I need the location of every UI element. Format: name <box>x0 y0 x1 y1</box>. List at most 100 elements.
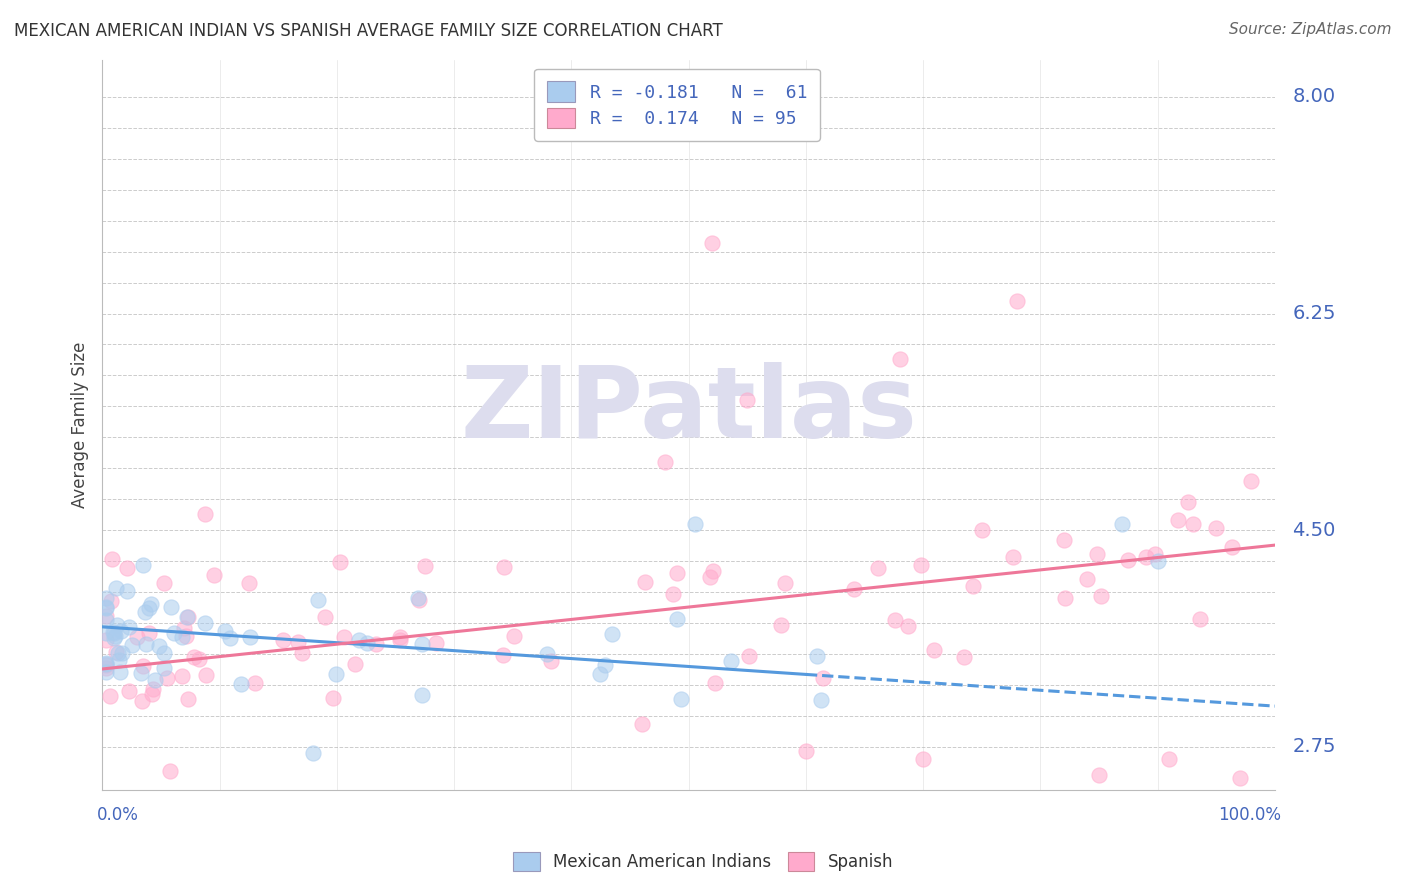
Legend: R = -0.181   N =  61, R =  0.174   N = 95: R = -0.181 N = 61, R = 0.174 N = 95 <box>534 69 820 141</box>
Point <box>897 619 920 633</box>
Point <box>806 649 828 664</box>
Point <box>600 626 623 640</box>
Point <box>1111 517 1133 532</box>
Point <box>720 655 742 669</box>
Point <box>411 688 433 702</box>
Point <box>94 601 117 615</box>
Point <box>156 671 179 685</box>
Point <box>117 560 139 574</box>
Text: Source: ZipAtlas.com: Source: ZipAtlas.com <box>1229 22 1392 37</box>
Point <box>125 630 148 644</box>
Point <box>332 630 354 644</box>
Point <box>842 582 865 596</box>
Point <box>243 675 266 690</box>
Point <box>173 621 195 635</box>
Point <box>794 744 817 758</box>
Point <box>214 624 236 638</box>
Point <box>413 558 436 573</box>
Point <box>1143 547 1166 561</box>
Point <box>94 657 117 672</box>
Point <box>589 667 612 681</box>
Point <box>118 620 141 634</box>
Point <box>101 624 124 639</box>
Point <box>1146 554 1168 568</box>
Point <box>94 657 117 672</box>
Point <box>773 576 796 591</box>
Point <box>94 661 117 675</box>
Point <box>195 668 218 682</box>
Point <box>142 681 165 696</box>
Point <box>141 687 163 701</box>
Text: 6.25: 6.25 <box>1292 304 1336 323</box>
Point <box>153 661 176 675</box>
Point <box>94 665 117 679</box>
Point <box>94 633 117 648</box>
Point <box>889 352 911 367</box>
Point <box>134 605 156 619</box>
Point <box>239 630 262 644</box>
Point <box>406 591 429 605</box>
Point <box>700 235 723 250</box>
Point <box>325 667 347 681</box>
Text: 0.0%: 0.0% <box>97 806 138 824</box>
Point <box>138 601 160 615</box>
Point <box>271 633 294 648</box>
Point <box>492 648 515 662</box>
Point <box>153 575 176 590</box>
Point <box>425 636 447 650</box>
Point <box>110 624 132 638</box>
Point <box>163 626 186 640</box>
Point <box>737 393 759 408</box>
Point <box>630 717 652 731</box>
Point <box>1085 548 1108 562</box>
Point <box>665 566 688 580</box>
Point <box>118 683 141 698</box>
Point <box>329 555 352 569</box>
Point <box>1076 573 1098 587</box>
Point <box>148 640 170 654</box>
Point <box>187 651 209 665</box>
Point <box>103 629 125 643</box>
Point <box>307 592 329 607</box>
Point <box>366 637 388 651</box>
Text: 8.00: 8.00 <box>1292 87 1336 106</box>
Text: 100.0%: 100.0% <box>1218 806 1281 824</box>
Point <box>176 692 198 706</box>
Point <box>183 649 205 664</box>
Point <box>536 647 558 661</box>
Point <box>1002 549 1025 564</box>
Point <box>94 608 117 623</box>
Point <box>912 752 935 766</box>
Point <box>666 612 689 626</box>
Point <box>94 657 117 671</box>
Point <box>1177 495 1199 509</box>
Point <box>94 599 117 614</box>
Point <box>138 626 160 640</box>
Point <box>389 633 412 648</box>
Point <box>194 615 217 630</box>
Point <box>132 558 155 573</box>
Point <box>1159 752 1181 766</box>
Point <box>105 618 128 632</box>
Point <box>411 637 433 651</box>
Point <box>737 648 759 663</box>
Point <box>1005 294 1028 309</box>
Point <box>100 594 122 608</box>
Point <box>202 567 225 582</box>
Point <box>1189 612 1212 626</box>
Legend: Mexican American Indians, Spanish: Mexican American Indians, Spanish <box>505 843 901 880</box>
Point <box>910 558 932 572</box>
Point <box>108 665 131 679</box>
Point <box>177 610 200 624</box>
Text: 2.75: 2.75 <box>1292 738 1336 756</box>
Point <box>291 647 314 661</box>
Point <box>699 570 721 584</box>
Point <box>160 599 183 614</box>
Point <box>654 455 676 469</box>
Point <box>129 666 152 681</box>
Point <box>1090 589 1112 603</box>
Point <box>152 646 174 660</box>
Point <box>634 574 657 589</box>
Point <box>107 653 129 667</box>
Point <box>135 636 157 650</box>
